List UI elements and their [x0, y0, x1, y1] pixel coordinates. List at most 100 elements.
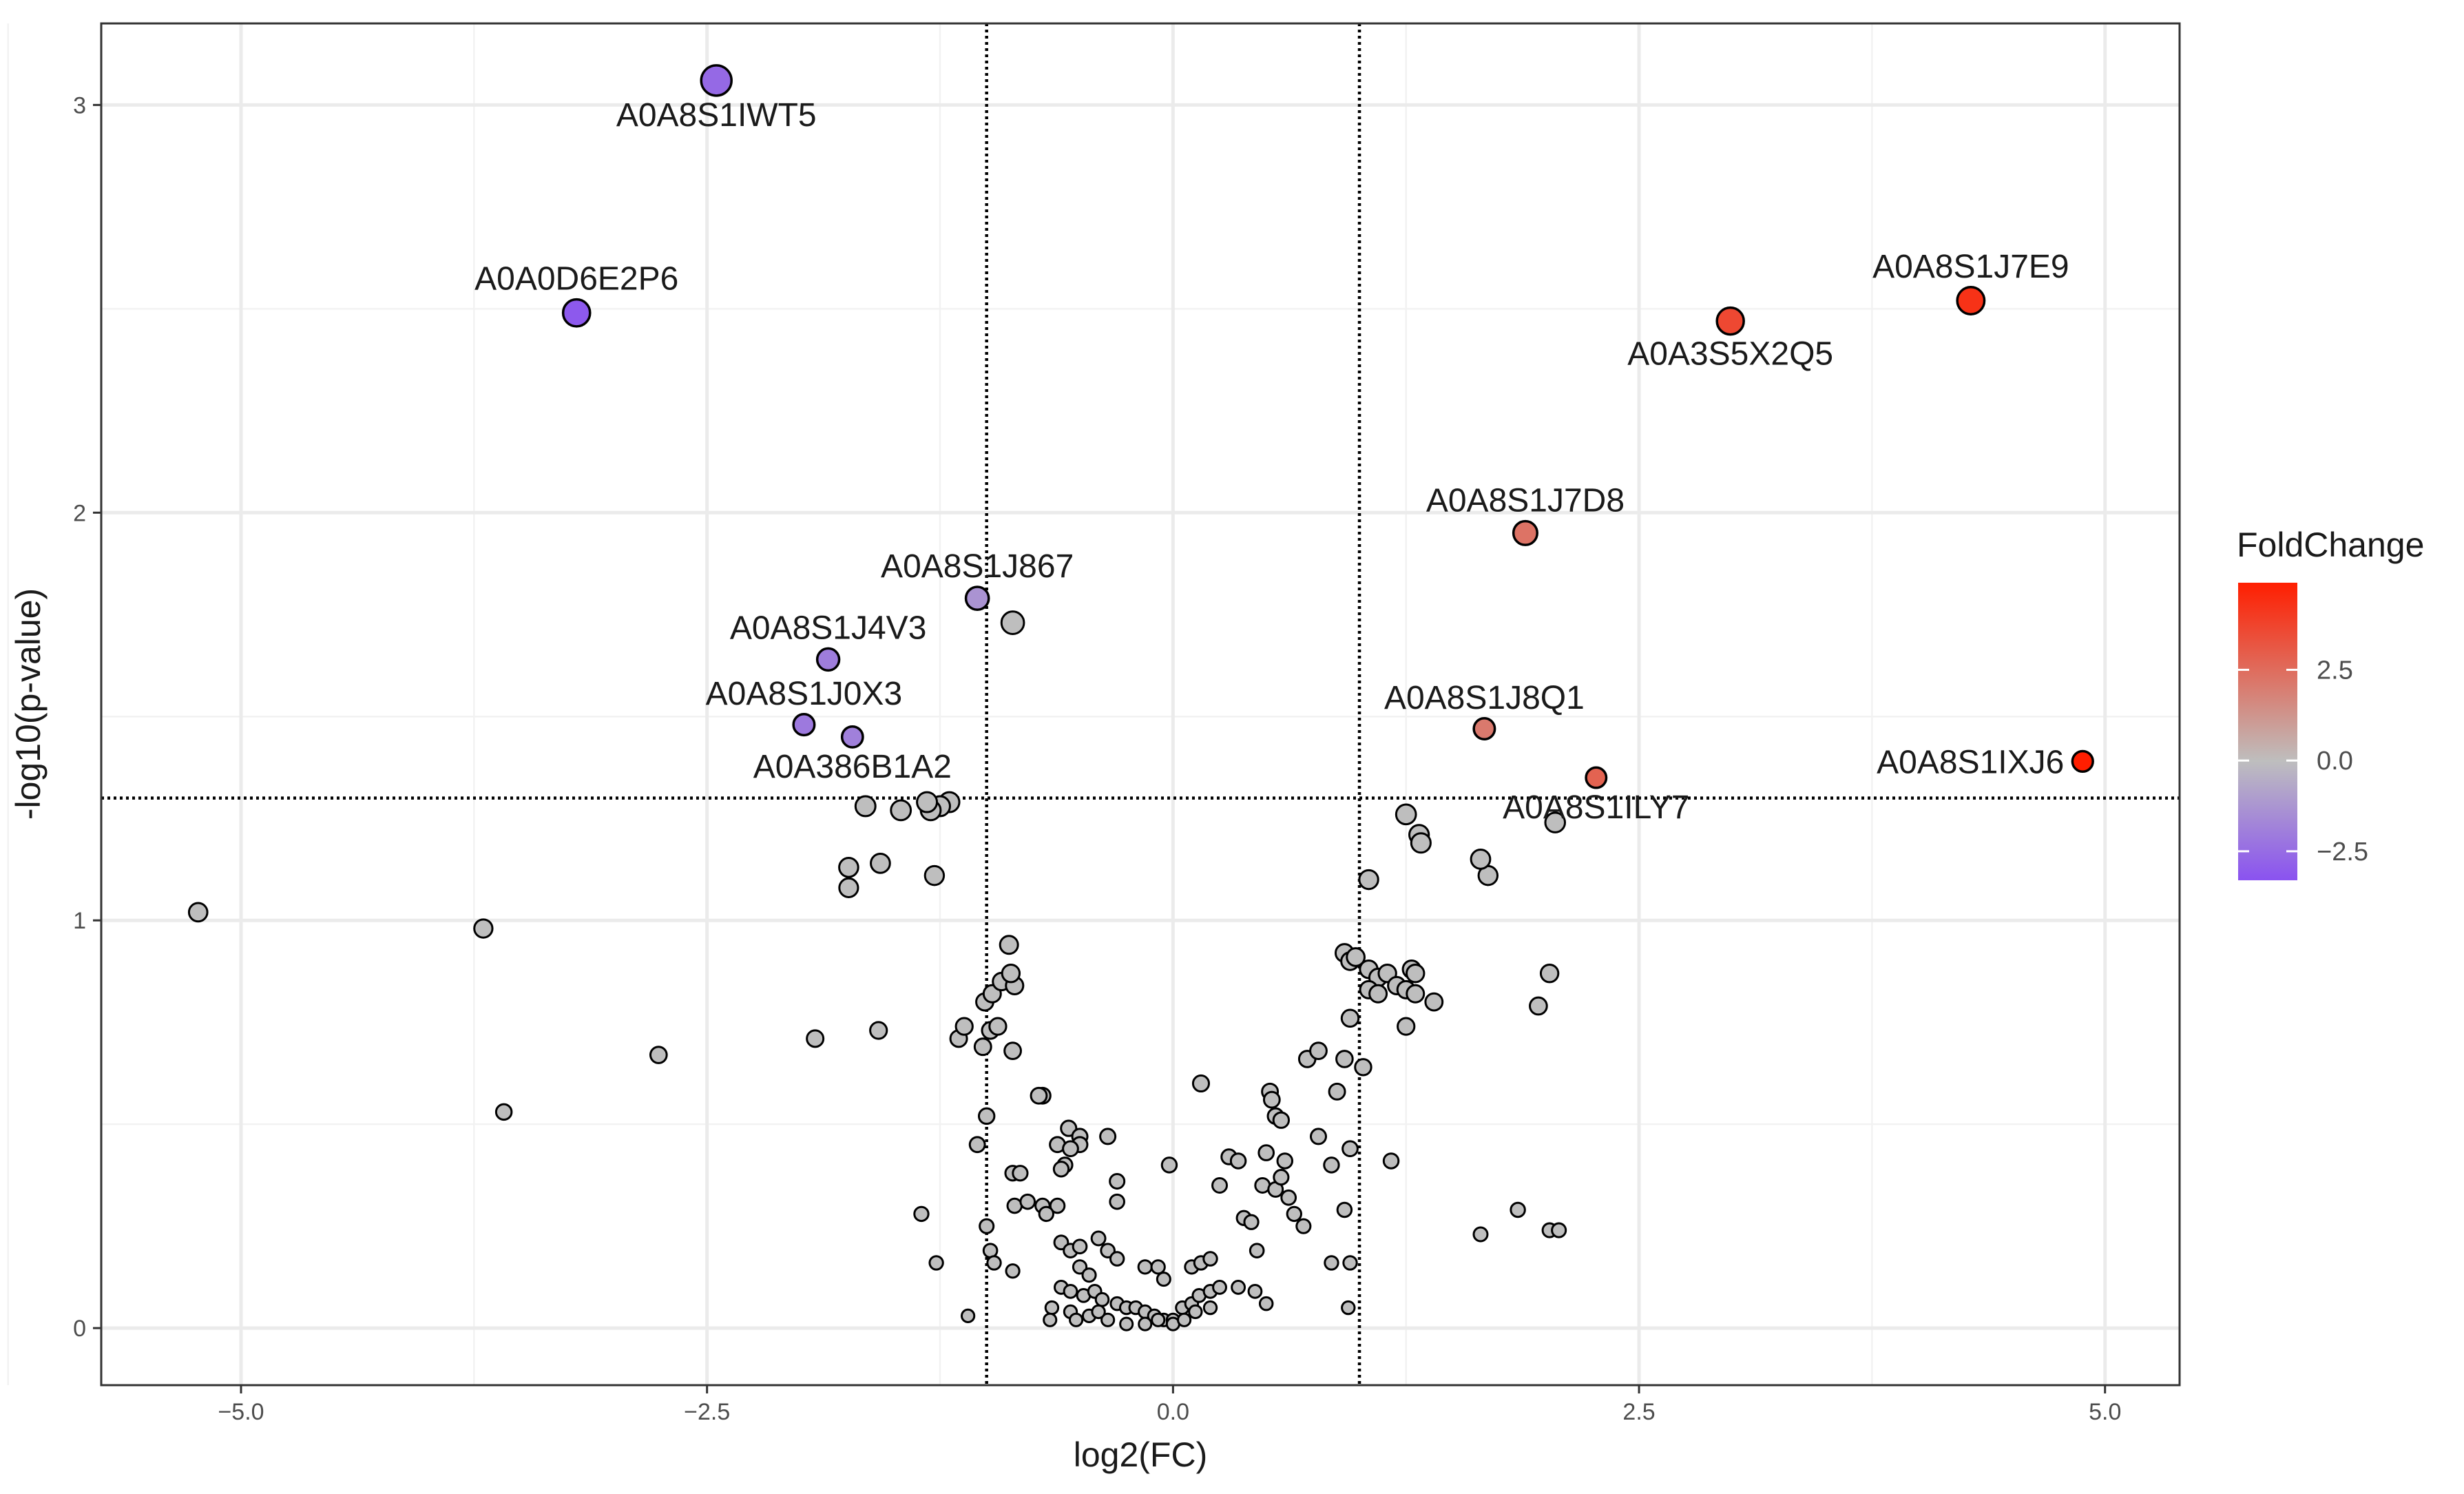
data-point	[1272, 1111, 1291, 1129]
y-axis-title: -log10(p-value)	[9, 588, 48, 820]
data-point	[1424, 992, 1444, 1012]
data-point	[838, 856, 859, 878]
data-point	[1354, 1058, 1372, 1077]
y-axis-ticks: 0 1 2 3	[73, 92, 101, 1342]
data-point	[1138, 1316, 1153, 1331]
data-point	[1072, 1238, 1088, 1255]
data-point	[1280, 1189, 1297, 1206]
data-point	[954, 1017, 974, 1036]
point-label: A0A0D6E2P6	[474, 261, 678, 298]
data-point	[1470, 849, 1492, 870]
plot-panel	[101, 23, 2180, 1385]
significant-point	[1956, 286, 1986, 315]
legend-title: FoldChange	[2237, 526, 2424, 564]
data-point	[1000, 610, 1025, 635]
data-point	[1243, 1214, 1260, 1230]
x-axis-ticks: −5.0 −2.5 0.0 2.5 5.0	[218, 1385, 2121, 1425]
data-point	[1229, 1152, 1247, 1170]
data-point	[1052, 1161, 1070, 1178]
point-label: A0A8S1J0X3	[706, 676, 903, 712]
data-point	[1001, 963, 1021, 984]
data-point	[1286, 1205, 1302, 1223]
data-point	[928, 1255, 944, 1271]
legend-tick-label: 2.5	[2317, 656, 2353, 685]
y-tick-label: 1	[73, 908, 86, 934]
data-point	[1382, 1152, 1400, 1170]
data-point	[1397, 1017, 1416, 1036]
data-point	[1062, 1140, 1079, 1158]
data-point	[1328, 1082, 1346, 1101]
point-labels: A0A8S1IWT5 A0A0D6E2P6 A0A8S1J867 A0A8S1J4V3…	[474, 97, 2069, 826]
point-label: A0A8S1J7E9	[1872, 249, 2069, 285]
data-point	[854, 795, 877, 818]
data-point	[1257, 1144, 1275, 1161]
data-point	[1358, 869, 1379, 891]
data-point	[1539, 963, 1560, 984]
data-point	[1090, 1230, 1107, 1247]
point-label: A0A8S1IWT5	[616, 97, 817, 134]
data-point	[973, 1037, 992, 1057]
data-point	[1472, 1226, 1489, 1243]
point-label: A0A8S1J8Q1	[1384, 680, 1585, 716]
data-point	[1258, 1296, 1274, 1311]
significant-point	[1715, 306, 1745, 336]
data-point	[890, 799, 912, 822]
point-label: A0A386B1A2	[753, 749, 952, 785]
data-point	[1202, 1251, 1218, 1267]
data-point	[806, 1029, 825, 1048]
data-point	[986, 1255, 1002, 1271]
plot-border	[100, 22, 2181, 1387]
data-point	[1003, 1041, 1022, 1061]
data-point	[977, 1107, 996, 1125]
data-point	[1069, 1312, 1084, 1327]
data-point	[1247, 1283, 1263, 1299]
data-point	[1109, 1193, 1125, 1210]
data-point	[1100, 1312, 1116, 1327]
data-point	[1249, 1243, 1265, 1258]
data-point	[1309, 1041, 1328, 1061]
data-point	[968, 1136, 986, 1154]
point-label: A0A8S1ILY7	[1503, 789, 1689, 826]
data-point	[649, 1046, 668, 1064]
data-point	[870, 853, 891, 874]
x-tick-label: 2.5	[1622, 1399, 1655, 1425]
data-point	[1072, 1259, 1088, 1275]
data-point	[1019, 1193, 1036, 1210]
data-point	[1119, 1316, 1134, 1331]
data-point	[1030, 1086, 1048, 1105]
data-point	[1342, 1255, 1358, 1271]
x-tick-label: −2.5	[684, 1399, 730, 1425]
x-tick-label: 5.0	[2089, 1399, 2121, 1425]
point-label: A0A8S1J867	[881, 548, 1074, 585]
data-point	[1346, 947, 1366, 967]
data-point	[187, 902, 209, 923]
data-point	[913, 1205, 930, 1223]
data-point	[961, 1308, 976, 1324]
legend: FoldChange 2.5 0.0 −2.5	[2237, 526, 2424, 880]
data-point	[923, 864, 946, 886]
x-axis-title: log2(FC)	[1074, 1435, 1207, 1474]
data-point	[1273, 1169, 1290, 1186]
data-point	[494, 1103, 513, 1121]
x-tick-label: −5.0	[218, 1399, 264, 1425]
data-point	[1544, 811, 1567, 833]
data-point	[1006, 1197, 1023, 1214]
legend-tick-label: 0.0	[2317, 747, 2353, 776]
data-point	[1099, 1128, 1117, 1145]
data-point	[1043, 1312, 1058, 1327]
x-tick-label: 0.0	[1157, 1399, 1189, 1425]
y-tick-label: 0	[73, 1316, 86, 1342]
data-point	[1340, 1008, 1360, 1028]
significant-point	[561, 298, 592, 328]
data-point	[1109, 1251, 1125, 1267]
point-label: A0A8S1J7D8	[1426, 483, 1625, 519]
significant-point	[2071, 749, 2094, 774]
data-point	[979, 1218, 995, 1234]
legend-ticks: 2.5 0.0 −2.5	[2238, 656, 2368, 867]
data-point	[1406, 984, 1426, 1004]
data-point	[1262, 1090, 1281, 1109]
y-tick-label: 3	[73, 92, 86, 118]
legend-tick-label: −2.5	[2317, 838, 2368, 867]
data-point	[1160, 1156, 1178, 1174]
